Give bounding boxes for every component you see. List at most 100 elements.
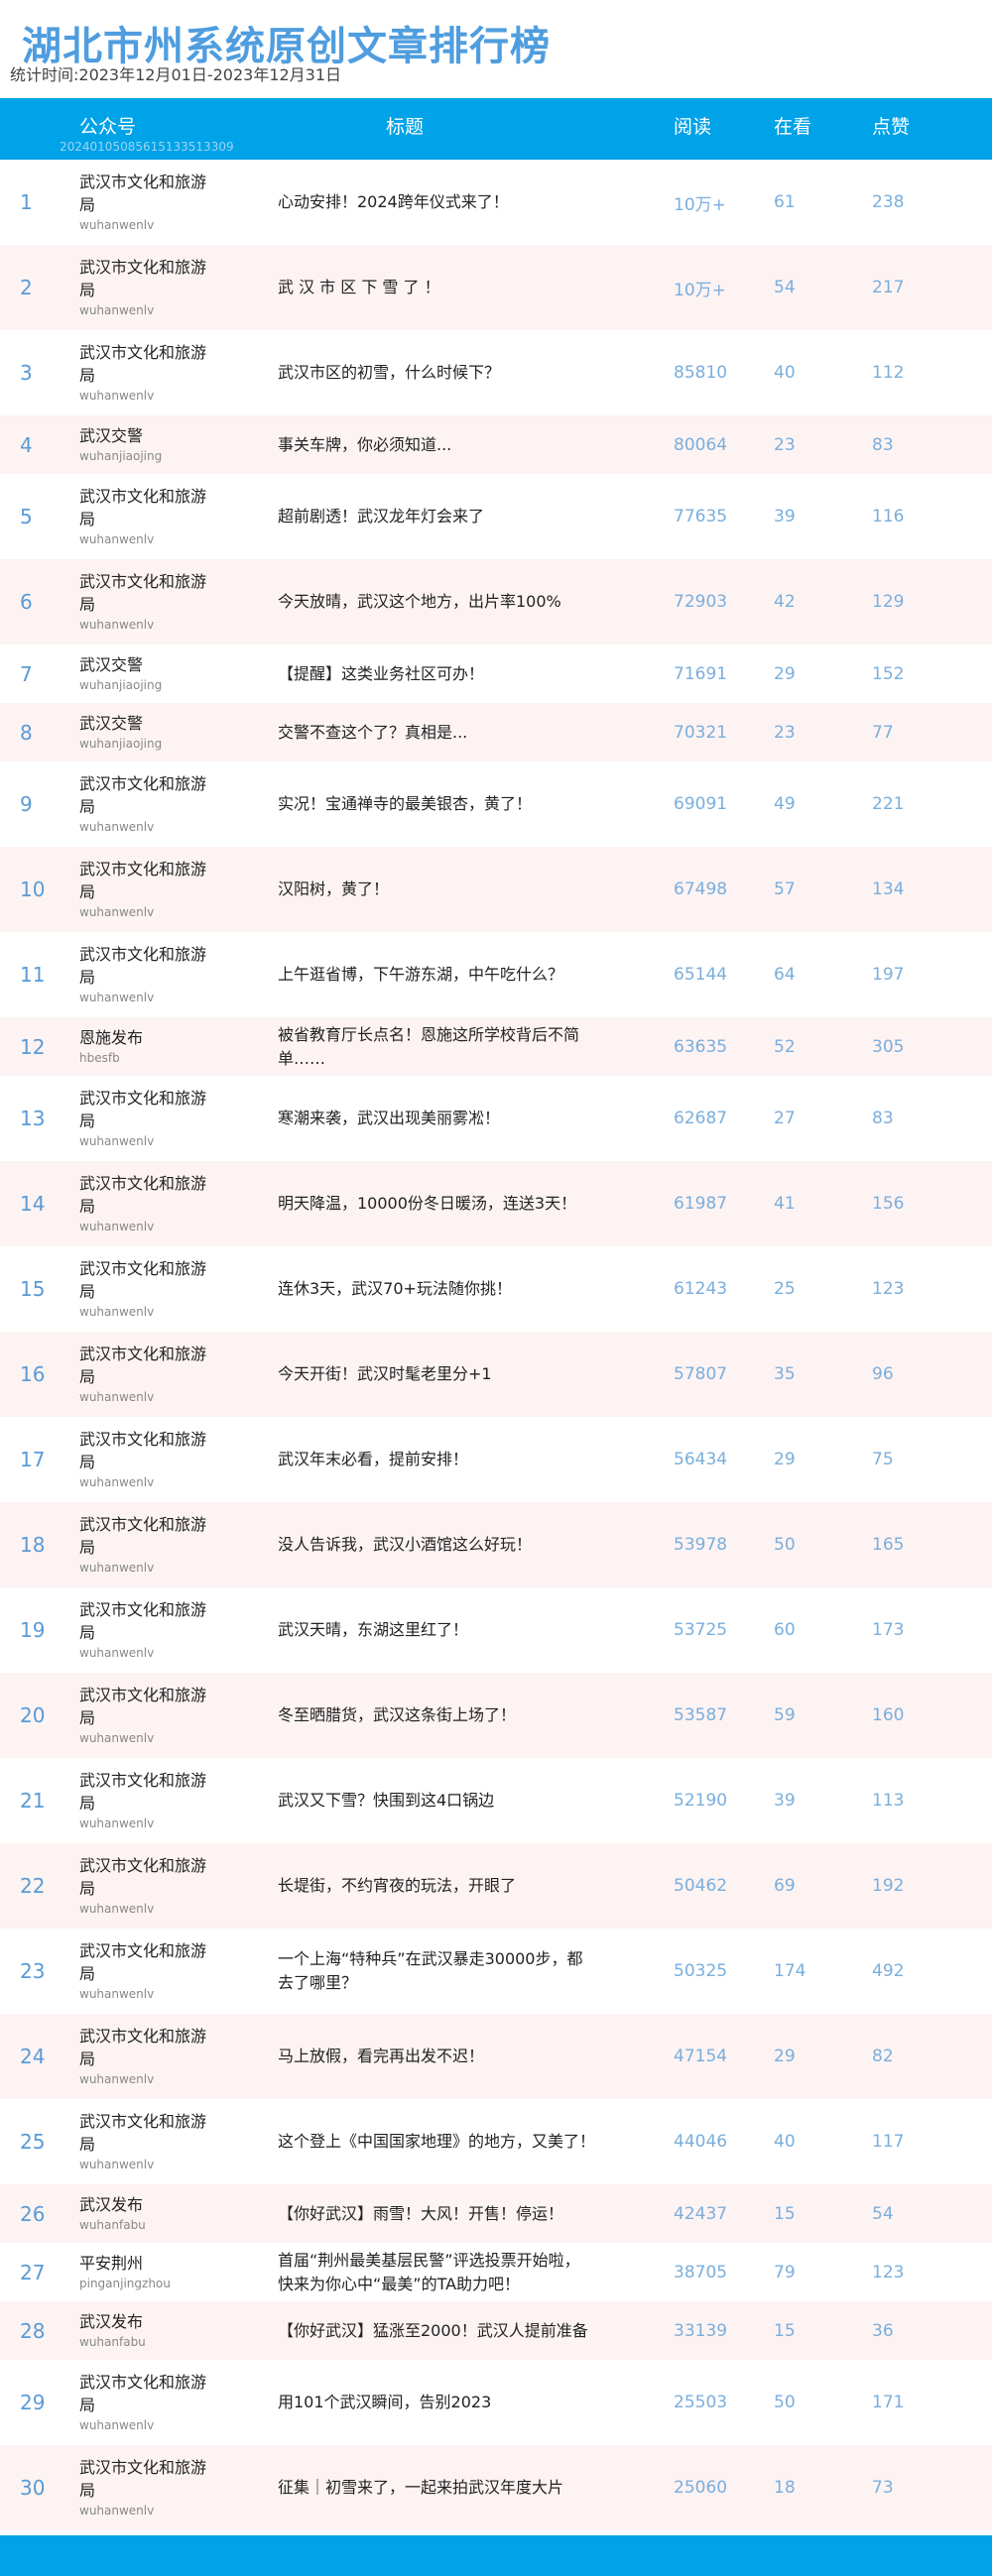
- table-row[interactable]: 23 武汉市文化和旅游局 wuhanwenlv 一个上海“特种兵”在武汉暴走300…: [0, 1929, 992, 2014]
- article-title[interactable]: 用101个武汉瞬间，告别2023: [278, 2393, 492, 2411]
- watch-count: 25: [774, 1279, 796, 1299]
- account[interactable]: 武汉市文化和旅游局 wuhanwenlv: [79, 2371, 218, 2434]
- account[interactable]: 武汉市文化和旅游局 wuhanwenlv: [79, 1684, 218, 1747]
- article-title[interactable]: 没人告诉我，武汉小酒馆这么好玩！: [278, 1535, 533, 1554]
- table-row[interactable]: 3 武汉市文化和旅游局 wuhanwenlv 武汉市区的初雪，什么时候下？ 858…: [0, 330, 992, 415]
- account[interactable]: 武汉市文化和旅游局 wuhanwenlv: [79, 1257, 218, 1321]
- account[interactable]: 武汉市文化和旅游局 wuhanwenlv: [79, 943, 218, 1006]
- account[interactable]: 武汉市文化和旅游局 wuhanwenlv: [79, 1087, 218, 1150]
- table-row[interactable]: 8 武汉交警 wuhanjiaojing 交警不查这个了？真相是... 70321…: [0, 703, 992, 761]
- account[interactable]: 武汉市文化和旅游局 wuhanwenlv: [79, 1172, 218, 1235]
- account[interactable]: 武汉市文化和旅游局 wuhanwenlv: [79, 2110, 218, 2173]
- article-title[interactable]: 交警不查这个了？真相是...: [278, 722, 468, 742]
- table-row[interactable]: 9 武汉市文化和旅游局 wuhanwenlv 实况！宝通禅寺的最美银杏，黄了！ 6…: [0, 761, 992, 847]
- account[interactable]: 武汉市文化和旅游局 wuhanwenlv: [79, 1854, 218, 1918]
- account[interactable]: 武汉交警 wuhanjiaojing: [79, 653, 218, 694]
- account[interactable]: 武汉市文化和旅游局 wuhanwenlv: [79, 1513, 218, 1577]
- table-row[interactable]: 6 武汉市文化和旅游局 wuhanwenlv 今天放晴，武汉这个地方，出片率100…: [0, 559, 992, 644]
- article-title[interactable]: 汉阳树，黄了！: [278, 879, 390, 898]
- table-row[interactable]: 22 武汉市文化和旅游局 wuhanwenlv 长堤街，不约宵夜的玩法，开眼了 5…: [0, 1843, 992, 1929]
- account[interactable]: 武汉市文化和旅游局 wuhanwenlv: [79, 772, 218, 836]
- account[interactable]: 武汉市文化和旅游局 wuhanwenlv: [79, 1598, 218, 1662]
- table-row[interactable]: 7 武汉交警 wuhanjiaojing 【提醒】这类业务社区可办！ 71691 …: [0, 644, 992, 703]
- table-row[interactable]: 2 武汉市文化和旅游局 wuhanwenlv 武 汉 市 区 下 雪 了 ！ 10…: [0, 245, 992, 330]
- table-row[interactable]: 15 武汉市文化和旅游局 wuhanwenlv 连休3天，武汉70+玩法随你挑！ …: [0, 1246, 992, 1332]
- table-row[interactable]: 21 武汉市文化和旅游局 wuhanwenlv 武汉又下雪？快围到这4口锅边 52…: [0, 1758, 992, 1843]
- article-title[interactable]: 寒潮来袭，武汉出现美丽雾凇！: [278, 1109, 501, 1127]
- article-title[interactable]: 今天开街！武汉时髦老里分+1: [278, 1364, 492, 1383]
- account[interactable]: 武汉市文化和旅游局 wuhanwenlv: [79, 2025, 218, 2088]
- rank: 21: [20, 1789, 46, 1813]
- article-title[interactable]: 征集｜初雪来了，一起来拍武汉年度大片: [278, 2478, 564, 2497]
- account[interactable]: 武汉市文化和旅游局 wuhanwenlv: [79, 1343, 218, 1406]
- account-name: 武汉市文化和旅游局: [79, 774, 207, 816]
- account[interactable]: 武汉市文化和旅游局 wuhanwenlv: [79, 2456, 218, 2519]
- table-row[interactable]: 13 武汉市文化和旅游局 wuhanwenlv 寒潮来袭，武汉出现美丽雾凇！ 62…: [0, 1076, 992, 1161]
- account[interactable]: 武汉市文化和旅游局 wuhanwenlv: [79, 171, 218, 234]
- article-title[interactable]: 这个登上《中国国家地理》的地方，又美了！: [278, 2132, 596, 2151]
- article-title[interactable]: 武汉天晴，东湖这里红了！: [278, 1620, 469, 1639]
- account[interactable]: 武汉交警 wuhanjiaojing: [79, 424, 218, 465]
- article-title[interactable]: 超前剧透！武汉龙年灯会来了: [278, 507, 485, 526]
- table-row[interactable]: 28 武汉发布 wuhanfabu 【你好武汉】猛涨至2000！武汉人提前准备 3…: [0, 2301, 992, 2360]
- account[interactable]: 武汉市文化和旅游局 wuhanwenlv: [79, 341, 218, 405]
- account[interactable]: 恩施发布 hbesfb: [79, 1026, 218, 1067]
- article-title[interactable]: 马上放假，看完再出发不迟！: [278, 2047, 485, 2065]
- account-name: 武汉市文化和旅游局: [79, 572, 207, 614]
- article-title[interactable]: 连休3天，武汉70+玩法随你挑！: [278, 1279, 512, 1298]
- account[interactable]: 武汉市文化和旅游局 wuhanwenlv: [79, 1428, 218, 1491]
- table-row[interactable]: 5 武汉市文化和旅游局 wuhanwenlv 超前剧透！武汉龙年灯会来了 7763…: [0, 474, 992, 559]
- table-row[interactable]: 19 武汉市文化和旅游局 wuhanwenlv 武汉天晴，东湖这里红了！ 5372…: [0, 1587, 992, 1673]
- account[interactable]: 武汉交警 wuhanjiaojing: [79, 712, 218, 753]
- account[interactable]: 武汉市文化和旅游局 wuhanwenlv: [79, 1939, 218, 2003]
- table-row[interactable]: 12 恩施发布 hbesfb 被省教育厅长点名！恩施这所学校背后不简单…… 636…: [0, 1017, 992, 1076]
- table-row[interactable]: 11 武汉市文化和旅游局 wuhanwenlv 上午逛省博，下午游东湖，中午吃什么…: [0, 932, 992, 1017]
- article-title[interactable]: 【提醒】这类业务社区可办！: [278, 663, 485, 683]
- table-row[interactable]: 14 武汉市文化和旅游局 wuhanwenlv 明天降温，10000份冬日暖汤，连…: [0, 1161, 992, 1246]
- account[interactable]: 武汉发布 wuhanfabu: [79, 2310, 218, 2351]
- article-title[interactable]: 武汉年末必看，提前安排！: [278, 1450, 469, 1468]
- article-title[interactable]: 被省教育厅长点名！恩施这所学校背后不简单……: [278, 1024, 580, 1068]
- article-title[interactable]: 实况！宝通禅寺的最美银杏，黄了！: [278, 794, 533, 813]
- like-count: 83: [872, 1109, 894, 1128]
- table-row[interactable]: 17 武汉市文化和旅游局 wuhanwenlv 武汉年末必看，提前安排！ 5643…: [0, 1417, 992, 1502]
- article-title[interactable]: 武汉市区的初雪，什么时候下？: [278, 363, 501, 382]
- account[interactable]: 武汉市文化和旅游局 wuhanwenlv: [79, 1769, 218, 1832]
- table-row[interactable]: 10 武汉市文化和旅游局 wuhanwenlv 汉阳树，黄了！ 67498 57 …: [0, 847, 992, 932]
- table-row[interactable]: 18 武汉市文化和旅游局 wuhanwenlv 没人告诉我，武汉小酒馆这么好玩！ …: [0, 1502, 992, 1587]
- article-title[interactable]: 长堤街，不约宵夜的玩法，开眼了: [278, 1876, 517, 1895]
- table-row[interactable]: 29 武汉市文化和旅游局 wuhanwenlv 用101个武汉瞬间，告别2023 …: [0, 2360, 992, 2445]
- account[interactable]: 武汉发布 wuhanfabu: [79, 2193, 218, 2234]
- account[interactable]: 武汉市文化和旅游局 wuhanwenlv: [79, 485, 218, 548]
- article-title[interactable]: 上午逛省博，下午游东湖，中午吃什么？: [278, 965, 564, 984]
- article-title[interactable]: 【你好武汉】猛涨至2000！武汉人提前准备: [278, 2320, 588, 2340]
- table-row[interactable]: 26 武汉发布 wuhanfabu 【你好武汉】雨雪！大风！开售！停运！ 4243…: [0, 2184, 992, 2243]
- article-title[interactable]: 一个上海“特种兵”在武汉暴走30000步，都去了哪里？: [278, 1949, 583, 1992]
- table-row[interactable]: 16 武汉市文化和旅游局 wuhanwenlv 今天开街！武汉时髦老里分+1 57…: [0, 1332, 992, 1417]
- article-title[interactable]: 【你好武汉】雨雪！大风！开售！停运！: [278, 2203, 564, 2223]
- article-title[interactable]: 武汉又下雪？快围到这4口锅边: [278, 1791, 495, 1810]
- table-row[interactable]: 27 平安荆州 pinganjingzhou 首届“荆州最美基层民警”评选投票开始…: [0, 2243, 992, 2301]
- table-row[interactable]: 20 武汉市文化和旅游局 wuhanwenlv 冬至晒腊货，武汉这条街上场了！ 5…: [0, 1673, 992, 1758]
- article-title[interactable]: 事关车牌，你必须知道...: [278, 434, 452, 454]
- table-row[interactable]: 1 武汉市文化和旅游局 wuhanwenlv 心动安排！2024跨年仪式来了！ 1…: [0, 160, 992, 245]
- account[interactable]: 平安荆州 pinganjingzhou: [79, 2252, 218, 2292]
- like-count: 54: [872, 2203, 894, 2224]
- watch-count: 57: [774, 879, 796, 899]
- article-title[interactable]: 武 汉 市 区 下 雪 了 ！: [278, 278, 440, 296]
- article-title[interactable]: 冬至晒腊货，武汉这条街上场了！: [278, 1705, 517, 1724]
- table-row[interactable]: 24 武汉市文化和旅游局 wuhanwenlv 马上放假，看完再出发不迟！ 471…: [0, 2014, 992, 2099]
- article-title[interactable]: 今天放晴，武汉这个地方，出片率100%: [278, 592, 561, 611]
- table-row[interactable]: 30 武汉市文化和旅游局 wuhanwenlv 征集｜初雪来了，一起来拍武汉年度大…: [0, 2445, 992, 2530]
- rank: 22: [20, 1874, 46, 1898]
- account[interactable]: 武汉市文化和旅游局 wuhanwenlv: [79, 858, 218, 921]
- account[interactable]: 武汉市文化和旅游局 wuhanwenlv: [79, 256, 218, 319]
- article-title[interactable]: 心动安排！2024跨年仪式来了！: [278, 192, 509, 211]
- table-row[interactable]: 25 武汉市文化和旅游局 wuhanwenlv 这个登上《中国国家地理》的地方，又…: [0, 2099, 992, 2184]
- watch-count: 35: [774, 1364, 796, 1384]
- article-title[interactable]: 明天降温，10000份冬日暖汤，连送3天！: [278, 1194, 577, 1213]
- account[interactable]: 武汉市文化和旅游局 wuhanwenlv: [79, 570, 218, 634]
- article-title[interactable]: 首届“荆州最美基层民警”评选投票开始啦，快来为你心中“最美”的TA助力吧！: [278, 2250, 580, 2293]
- table-row[interactable]: 4 武汉交警 wuhanjiaojing 事关车牌，你必须知道... 80064 …: [0, 415, 992, 474]
- watch-count: 40: [774, 363, 796, 383]
